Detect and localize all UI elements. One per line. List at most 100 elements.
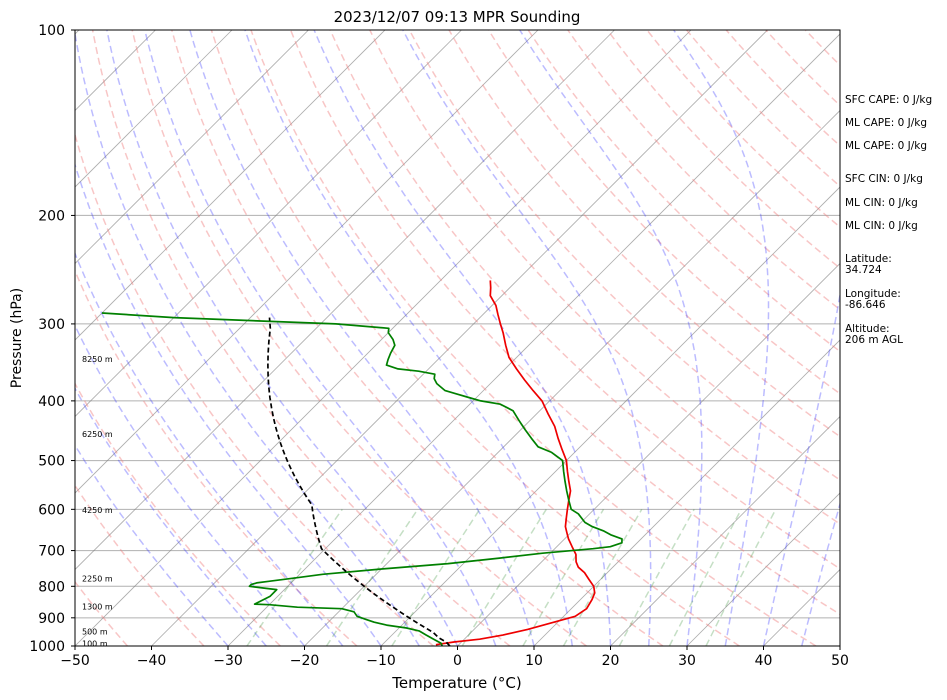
- isotherm-line: [75, 30, 462, 418]
- sounding-stat-text: Altitude:: [845, 323, 890, 335]
- x-axis-ticks: −50 −40 −30 −20 −10 0 10 20 30 40 50: [60, 646, 849, 669]
- y-tick-label: 500: [38, 454, 65, 470]
- moist-adiabat: [402, 30, 652, 646]
- dry-adiabat: [646, 30, 840, 229]
- sounding-stat-text: ML CIN: 0 J/kg: [845, 197, 918, 209]
- moist-adiabat: [673, 30, 770, 646]
- x-tick-label: 40: [755, 653, 773, 669]
- dry-adiabat: [75, 269, 358, 646]
- y-axis-ticks: 100 200 300 400 500 600 700 800 900 1000: [29, 23, 75, 655]
- dry-adiabat: [369, 30, 840, 525]
- moist-adiabat: [75, 443, 229, 646]
- x-tick-label: 50: [831, 653, 849, 669]
- grid-layer: [75, 30, 840, 646]
- mixing-ratio-line: [668, 508, 742, 646]
- moist-adiabat: [801, 501, 840, 646]
- moist-adiabat: [189, 30, 535, 646]
- moist-adiabat: [75, 324, 306, 646]
- sounding-stat-text: SFC CIN: 0 J/kg: [845, 173, 923, 185]
- sounding-stat-text: 34.724: [845, 264, 882, 276]
- moist-adiabat: [75, 162, 382, 646]
- isotherm-line: [75, 30, 539, 494]
- isotherm-line: [75, 30, 386, 341]
- y-tick-label: 200: [38, 208, 65, 224]
- moist-adiabat: [75, 251, 344, 646]
- mixing-ratio-line: [705, 508, 777, 646]
- isotherm-line: [151, 30, 768, 646]
- height-label: 8250 m: [82, 355, 113, 364]
- x-axis-title: Temperature (°C): [391, 674, 521, 692]
- x-tick-label: −10: [366, 653, 396, 669]
- y-tick-label: 1000: [29, 639, 65, 655]
- y-tick-label: 600: [38, 502, 65, 518]
- y-axis-title: Pressure (hPa): [9, 288, 25, 388]
- dry-adiabat: [289, 30, 840, 616]
- isotherm-line: [227, 33, 840, 646]
- mixing-ratio-line: [391, 508, 481, 646]
- mixing-ratio-line: [325, 508, 419, 646]
- height-label: 100 m: [82, 639, 108, 648]
- moist-adiabat: [762, 290, 840, 646]
- y-tick-label: 400: [38, 394, 65, 410]
- sounding-stat-text: ML CAPE: 0 J/kg: [845, 117, 927, 129]
- dry-adiabat: [210, 30, 740, 646]
- x-tick-label: −50: [60, 653, 90, 669]
- moist-adiabat: [75, 30, 420, 646]
- sounding-stat-text: SFC CAPE: 0 J/kg: [845, 94, 932, 106]
- isotherm-line: [75, 30, 309, 265]
- isotherm-line: [75, 30, 233, 188]
- data-layer: [101, 280, 623, 646]
- dry-adiabat: [75, 132, 434, 646]
- x-tick-label: 0: [453, 653, 462, 669]
- y-tick-label: 700: [38, 544, 65, 560]
- x-tick-label: −30: [213, 653, 243, 669]
- dry-adiabat: [91, 30, 511, 646]
- sounding-stat-text: Longitude:: [845, 288, 901, 300]
- x-tick-label: −20: [290, 653, 320, 669]
- dry-adiabat: [567, 30, 840, 311]
- mixing-ratio-line: [562, 508, 643, 646]
- moist-adiabat: [244, 30, 574, 646]
- y-tick-label: 100: [38, 23, 65, 39]
- moist-adiabat: [519, 30, 703, 646]
- sounding-stats-panel: SFC CAPE: 0 J/kg ML CAPE: 0 J/kg ML CAPE: …: [845, 94, 932, 346]
- sounding-stat-text: ML CAPE: 0 J/kg: [845, 140, 927, 152]
- mixing-ratio-line: [522, 508, 605, 646]
- dry-adiabat: [329, 30, 840, 570]
- dry-adiabat: [171, 30, 664, 646]
- y-tick-label: 900: [38, 611, 65, 627]
- moist-adiabat: [313, 30, 612, 646]
- dry-adiabat: [448, 30, 840, 438]
- x-tick-label: 10: [525, 653, 543, 669]
- isotherm-line: [75, 30, 692, 646]
- sounding-stat-text: -86.646: [845, 299, 886, 311]
- chart-title: 2023/12/07 09:13 MPR Sounding: [334, 8, 581, 26]
- mixing-ratio-line: [461, 508, 547, 646]
- moist-adiabat: [144, 30, 497, 646]
- sounding-stat-text: Latitude:: [845, 253, 892, 265]
- mixing-ratio-line: [618, 508, 695, 646]
- sounding-stat-text: 206 m AGL: [845, 334, 903, 346]
- y-tick-label: 300: [38, 317, 65, 333]
- x-tick-label: −40: [137, 653, 167, 669]
- x-tick-label: 30: [678, 653, 696, 669]
- isotherm-line: [304, 109, 840, 646]
- height-label: 1300 m: [82, 603, 113, 612]
- sounding-stat-text: ML CIN: 0 J/kg: [845, 220, 918, 232]
- dry-adiabat: [75, 484, 205, 646]
- dry-adiabat: [250, 30, 817, 646]
- x-tick-label: 20: [602, 653, 620, 669]
- dry-adiabat: [527, 30, 840, 353]
- dewpoint-profile: [101, 312, 623, 646]
- height-label: 500 m: [82, 628, 108, 637]
- height-labels: 100 m 500 m 1300 m 2250 m 4250 m 6250 m 8250 m: [82, 355, 113, 648]
- temperature-profile: [435, 280, 596, 646]
- y-tick-label: 800: [38, 579, 65, 595]
- moist-adiabat: [75, 386, 267, 646]
- isotherm-line: [686, 492, 840, 646]
- dry-adiabat: [408, 30, 840, 481]
- isotherm-line: [533, 339, 840, 646]
- moist-adiabat: [106, 30, 459, 646]
